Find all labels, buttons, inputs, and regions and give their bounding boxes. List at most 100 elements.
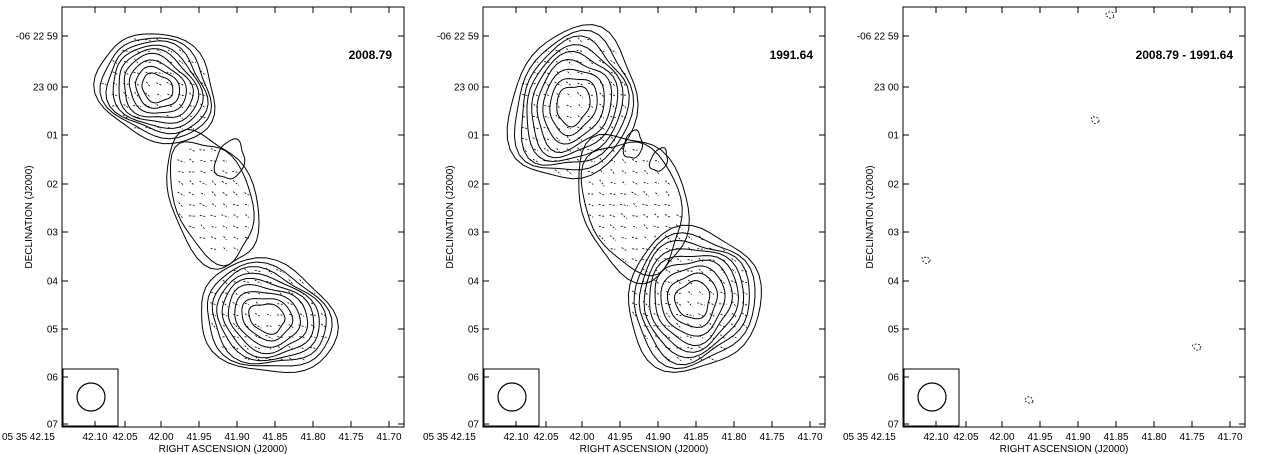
polarization-vector	[664, 204, 672, 206]
polarization-vector	[688, 291, 692, 295]
polarization-vector	[156, 116, 162, 118]
polarization-vector	[157, 59, 161, 65]
polarization-vector	[179, 103, 183, 109]
polarization-vector	[587, 159, 595, 163]
polarization-vector	[533, 126, 539, 130]
polarization-vector	[566, 48, 572, 54]
polarization-vector	[200, 115, 206, 119]
polarization-vector	[633, 202, 637, 208]
y-tick-label: 07	[468, 420, 480, 431]
polarization-vector	[188, 191, 196, 197]
polarization-vector	[188, 60, 196, 64]
polarization-vector	[665, 335, 671, 339]
polarization-vector	[543, 71, 551, 75]
polarization-vector	[620, 213, 628, 219]
lobe-contour	[99, 37, 213, 140]
polarization-vector	[675, 291, 683, 295]
x-tick-label: 41.85	[683, 432, 708, 443]
polarization-vector	[621, 170, 627, 174]
polarization-vector	[698, 313, 704, 317]
y-tick-label: 06	[47, 373, 59, 384]
lobe-contour	[105, 40, 209, 135]
polarization-vector	[577, 71, 583, 75]
polarization-vector	[699, 291, 703, 295]
bridge-contour	[166, 128, 260, 270]
x-tick-label: 41.70	[376, 432, 401, 443]
polarization-vector	[522, 116, 528, 118]
polarization-vector	[310, 292, 316, 294]
polarization-vector	[621, 104, 627, 108]
polarization-vector	[310, 324, 316, 328]
polarization-vector	[675, 224, 683, 230]
polarization-vector	[721, 268, 725, 274]
polarization-vector	[708, 356, 716, 362]
polarization-vector	[609, 235, 617, 241]
polarization-vector	[600, 170, 604, 174]
x-tick-label: 05 35 42.15	[843, 432, 896, 443]
polarization-vector	[676, 301, 682, 307]
lobe-contour	[227, 283, 309, 355]
polarization-vector	[609, 48, 617, 54]
polarization-vector	[522, 94, 528, 96]
polarization-vector	[544, 81, 550, 87]
lobe-contour	[128, 59, 187, 114]
polarization-vector	[166, 82, 174, 86]
polarization-vector	[708, 280, 716, 284]
polarization-vector	[577, 137, 583, 141]
bridge-contour	[578, 133, 690, 285]
x-tick-label: 41.90	[1065, 432, 1090, 443]
polarization-vector	[166, 71, 174, 75]
polarization-vector	[643, 190, 649, 198]
polarization-vector	[178, 180, 184, 186]
beam-ellipse	[76, 382, 106, 412]
polarization-vector	[201, 82, 205, 86]
polarization-vector	[666, 290, 670, 296]
y-tick-label: 07	[888, 420, 900, 431]
polarization-vector	[599, 126, 605, 130]
polarization-vector	[145, 71, 151, 75]
polarization-vector	[122, 114, 130, 120]
polarization-vector	[730, 323, 738, 329]
polarization-vector	[621, 70, 627, 76]
polarization-vector	[688, 236, 692, 240]
polarization-vector	[610, 182, 616, 184]
polarization-vector	[533, 71, 539, 75]
polarization-vector	[654, 303, 660, 305]
x-tick-label: 41.95	[607, 432, 632, 443]
polarization-vector	[642, 160, 650, 162]
polarization-vector	[588, 70, 594, 76]
polarization-vector	[741, 312, 749, 318]
polarization-vector	[654, 279, 660, 285]
polarization-vector	[544, 50, 550, 52]
polarization-vector	[620, 203, 628, 207]
polarization-vector	[521, 83, 529, 85]
polarization-vector	[266, 346, 272, 350]
polarization-vector	[631, 302, 639, 306]
polarization-vector	[221, 292, 229, 294]
polarization-vector	[587, 149, 595, 151]
polarization-vector	[664, 258, 672, 262]
polarization-vector	[134, 58, 140, 66]
polarization-vector	[599, 60, 605, 64]
x-tick-label: 05 35 42.15	[423, 432, 476, 443]
x-tick-label: 41.75	[1179, 432, 1204, 443]
polarization-vector	[199, 202, 207, 208]
polarization-vector	[277, 280, 283, 284]
polarization-vector	[655, 192, 659, 196]
x-tick-label: 41.70	[797, 432, 822, 443]
polarization-vector	[210, 302, 218, 306]
residual-contour	[1024, 396, 1034, 404]
polarization-vector	[266, 302, 272, 306]
polarization-vector	[654, 169, 660, 175]
lobe-contour	[536, 58, 613, 154]
y-tick-label: 06	[888, 373, 900, 384]
polarization-vector	[654, 335, 660, 339]
polarization-vector	[266, 313, 272, 317]
y-tick-label: -06 22 59	[857, 32, 900, 43]
x-axis-label: RIGHT ASCENSION (J2000)	[1000, 444, 1129, 454]
plot-frame	[902, 6, 1246, 428]
polarization-vector	[720, 346, 726, 350]
polarization-vector	[731, 312, 737, 318]
polarization-vector	[577, 147, 583, 153]
polarization-vector	[222, 279, 228, 285]
